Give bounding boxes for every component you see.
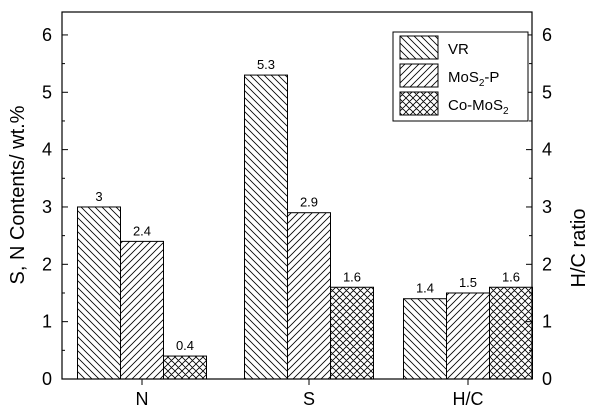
- bar-h-c-vr: [403, 298, 447, 380]
- data-label-h-c-mos2-p: 1.5: [459, 275, 477, 290]
- y-tick-label-left: 1: [42, 312, 52, 332]
- bar-s-vr: [244, 74, 288, 380]
- y-axis-title-right: H/C ratio: [568, 209, 590, 288]
- y-tick-label-right: 3: [542, 197, 552, 217]
- axis-ticks: N S H/C 0 0 1 1 2 2 3 3 4 4 5 5 6 6: [42, 25, 552, 407]
- y-tick-label-right: 0: [542, 369, 552, 389]
- legend-swatch-vr: [399, 35, 439, 60]
- bars: [77, 74, 533, 380]
- bar-s-mos2-p: [287, 212, 331, 380]
- data-label-s-co-mos2: 1.6: [343, 269, 361, 284]
- data-label-n-mos2-p: 2.4: [133, 223, 151, 238]
- data-label-s-vr: 5.3: [257, 57, 275, 72]
- data-label-n-vr: 3: [95, 189, 102, 204]
- y-tick-label-left: 0: [42, 369, 52, 389]
- y-tick-label-right: 1: [542, 312, 552, 332]
- legend-label-co-mos2: Co-MoS2: [448, 97, 509, 117]
- legend: VR MoS2-P Co-MoS2: [392, 31, 529, 122]
- y-tick-label-right: 2: [542, 254, 552, 274]
- y-tick-label-right: 6: [542, 25, 552, 45]
- data-label-n-co-mos2: 0.4: [176, 338, 194, 353]
- data-label-s-mos2-p: 2.9: [300, 195, 318, 210]
- legend-label-mos2-p: MoS2-P: [448, 69, 499, 89]
- legend-swatch-mos2-p: [399, 63, 439, 88]
- data-labels: 3 2.4 0.4 5.3 2.9 1.6 1.4 1.5 1.6: [95, 57, 520, 353]
- y-tick-label-left: 3: [42, 197, 52, 217]
- bar-n-co-mos2: [163, 355, 207, 380]
- legend-label-vr: VR: [448, 41, 469, 58]
- bar-h-c-mos2-p: [446, 292, 490, 380]
- x-tick-label-s: S: [303, 389, 315, 407]
- bar-h-c-co-mos2: [489, 286, 533, 380]
- y-tick-label-left: 4: [42, 140, 52, 160]
- x-tick-label-n: N: [136, 389, 149, 407]
- y-tick-label-left: 2: [42, 254, 52, 274]
- legend-swatch-co-mos2: [399, 91, 439, 116]
- y-tick-label-left: 6: [42, 25, 52, 45]
- y-axis-title-left: S, N Contents/ wt.%: [7, 105, 29, 284]
- data-label-h-c-co-mos2: 1.6: [502, 269, 520, 284]
- y-tick-label-right: 5: [542, 82, 552, 102]
- y-tick-label-right: 4: [542, 140, 552, 160]
- data-label-h-c-vr: 1.4: [416, 281, 434, 296]
- bar-n-mos2-p: [120, 240, 164, 380]
- bar-n-vr: [77, 206, 121, 380]
- x-tick-label-h-c: H/C: [453, 389, 484, 407]
- bar-s-co-mos2: [330, 286, 374, 380]
- y-tick-label-left: 5: [42, 82, 52, 102]
